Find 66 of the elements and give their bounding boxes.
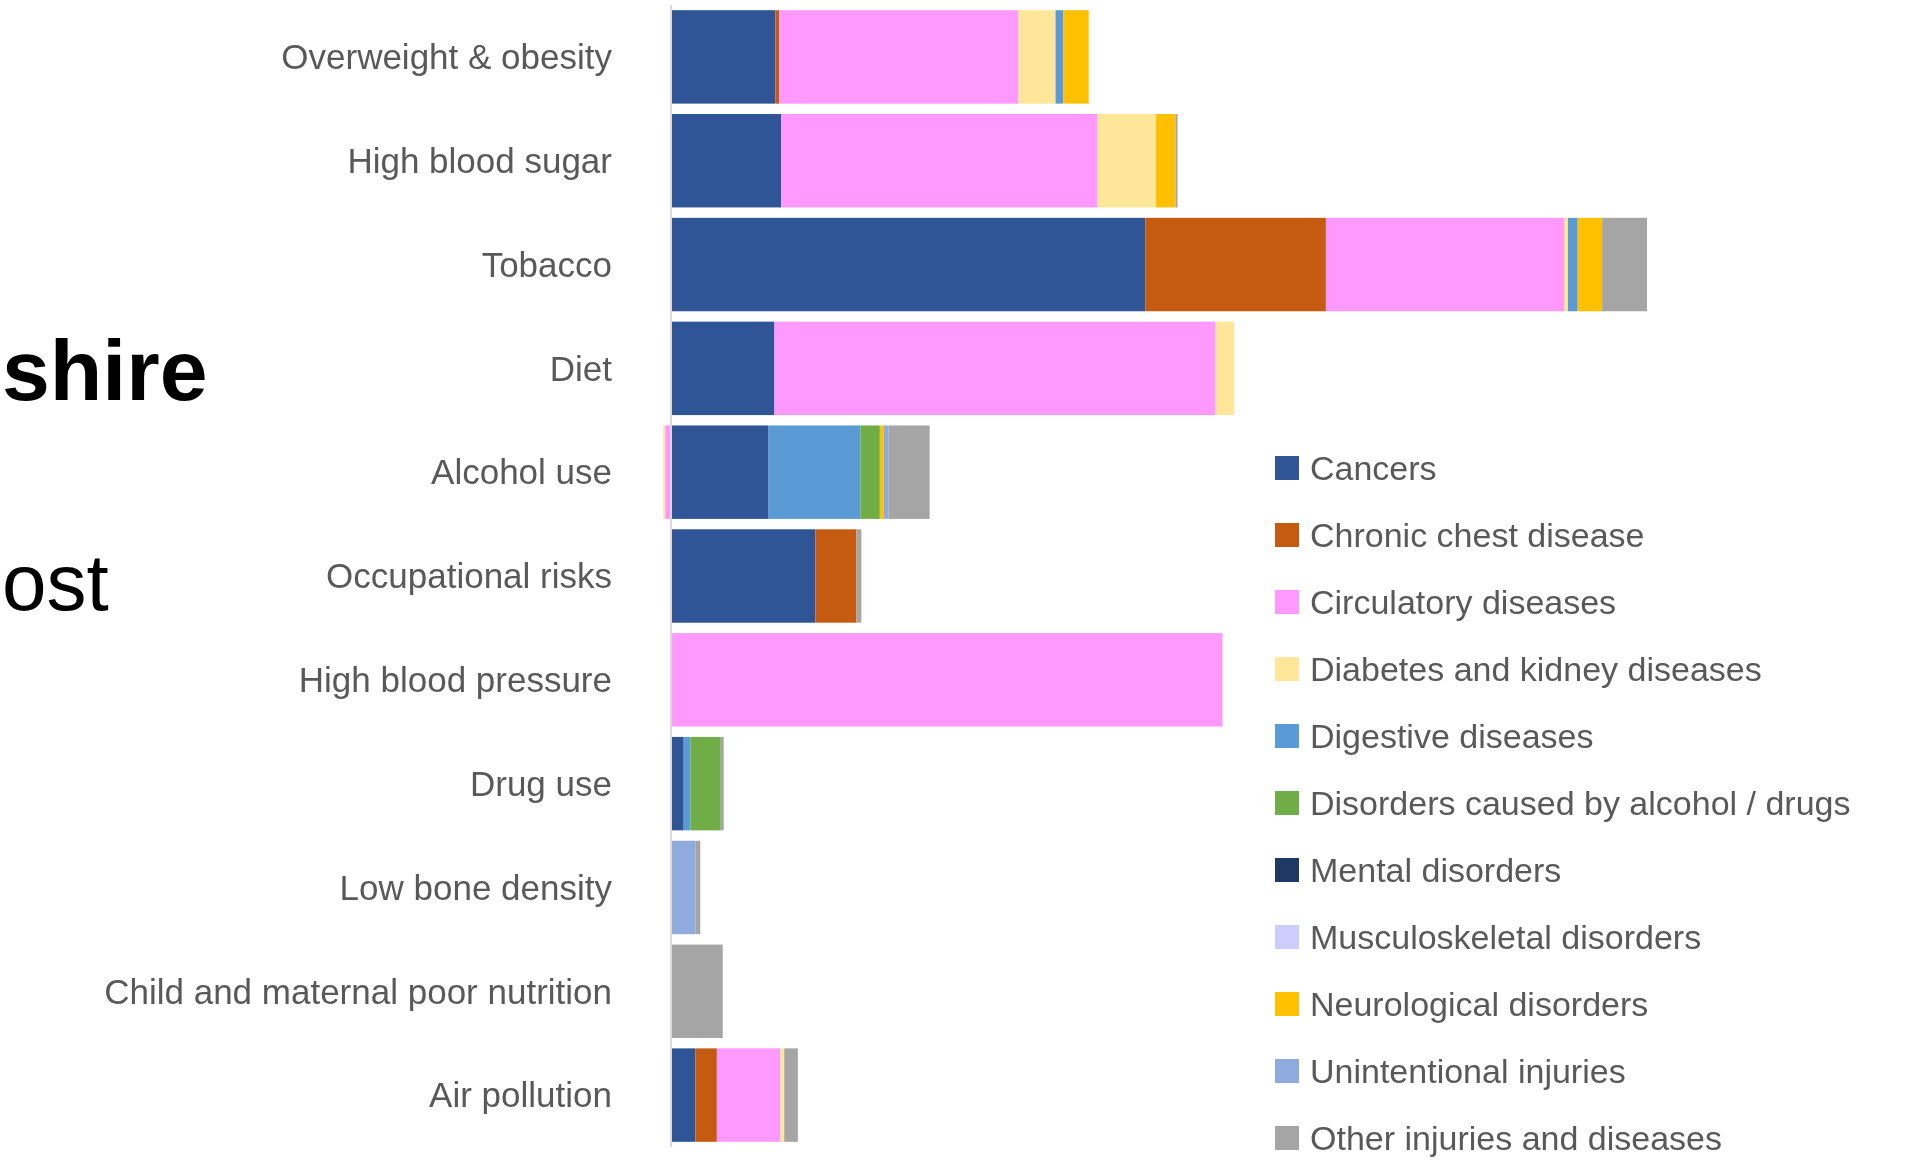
bar: [888, 425, 930, 519]
bar: [683, 736, 691, 831]
bar: [671, 321, 775, 416]
y-tick-label: High blood sugar: [347, 140, 613, 180]
bar: [671, 840, 696, 935]
legend-label: Chronic chest disease: [1310, 515, 1645, 554]
bar: [879, 425, 884, 519]
bar: [781, 114, 1098, 208]
bar: [1018, 10, 1056, 104]
y-tick-label: Overweight & obesity: [281, 37, 613, 77]
bar: [1567, 217, 1578, 312]
bar: [695, 1048, 717, 1142]
legend-label: Musculoskeletal disorders: [1310, 917, 1702, 956]
bar: [671, 633, 1223, 727]
y-tick-label: Diet: [549, 348, 613, 388]
y-tick-label: Child and maternal poor nutrition: [104, 971, 612, 1011]
bar: [671, 736, 684, 831]
bar: [671, 217, 1146, 312]
legend-label: Disorders caused by alcohol / drugs: [1310, 783, 1851, 822]
legend-label: Digestive diseases: [1310, 716, 1594, 755]
bar: [671, 10, 776, 104]
bar: [784, 1048, 798, 1142]
y-tick-label: Air pollution: [429, 1075, 612, 1115]
bar: [1097, 114, 1157, 208]
bar: [1577, 217, 1603, 312]
y-tick-label: Drug use: [469, 763, 612, 803]
bar: [671, 529, 816, 623]
legend-label: Diabetes and kidney diseases: [1310, 649, 1762, 688]
bar: [883, 425, 889, 519]
bar: [779, 10, 1019, 104]
bar: [671, 1048, 696, 1142]
bar: [720, 736, 724, 831]
bar: [860, 425, 880, 519]
bar: [1564, 217, 1568, 312]
y-tick-label: Low bone density: [339, 867, 613, 907]
legend-label: Circulatory diseases: [1310, 582, 1617, 621]
bar: [716, 1048, 781, 1142]
bar: [774, 321, 1216, 416]
y-tick-label: Tobacco: [481, 244, 612, 284]
text: ost: [2, 538, 109, 627]
bar: [768, 425, 861, 519]
legend-label: Cancers: [1310, 448, 1437, 487]
bar: [1325, 217, 1565, 312]
bar: [1156, 114, 1176, 208]
bar: [1215, 321, 1235, 416]
bar: [1602, 217, 1647, 312]
bar: [690, 736, 721, 831]
legend-label: Neurological disorders: [1310, 984, 1649, 1023]
bar: [1055, 10, 1064, 104]
bar: [775, 10, 780, 104]
bar: [671, 114, 782, 208]
text: shire: [2, 322, 208, 418]
y-tick-label: Alcohol use: [431, 452, 612, 492]
bar: [671, 944, 723, 1038]
bar: [1145, 217, 1326, 312]
legend-label: Other injuries and diseases: [1310, 1118, 1723, 1157]
bar: [815, 529, 857, 623]
bar: [780, 1048, 785, 1142]
bar: [695, 840, 701, 935]
y-tick-label: High blood pressure: [298, 660, 612, 700]
bar: [1063, 10, 1089, 104]
bar: [856, 529, 862, 623]
y-tick-label: Occupational risks: [326, 556, 612, 596]
bar: [671, 425, 769, 519]
legend-label: Mental disorders: [1310, 850, 1562, 889]
legend-label: Unintentional injuries: [1310, 1051, 1626, 1090]
